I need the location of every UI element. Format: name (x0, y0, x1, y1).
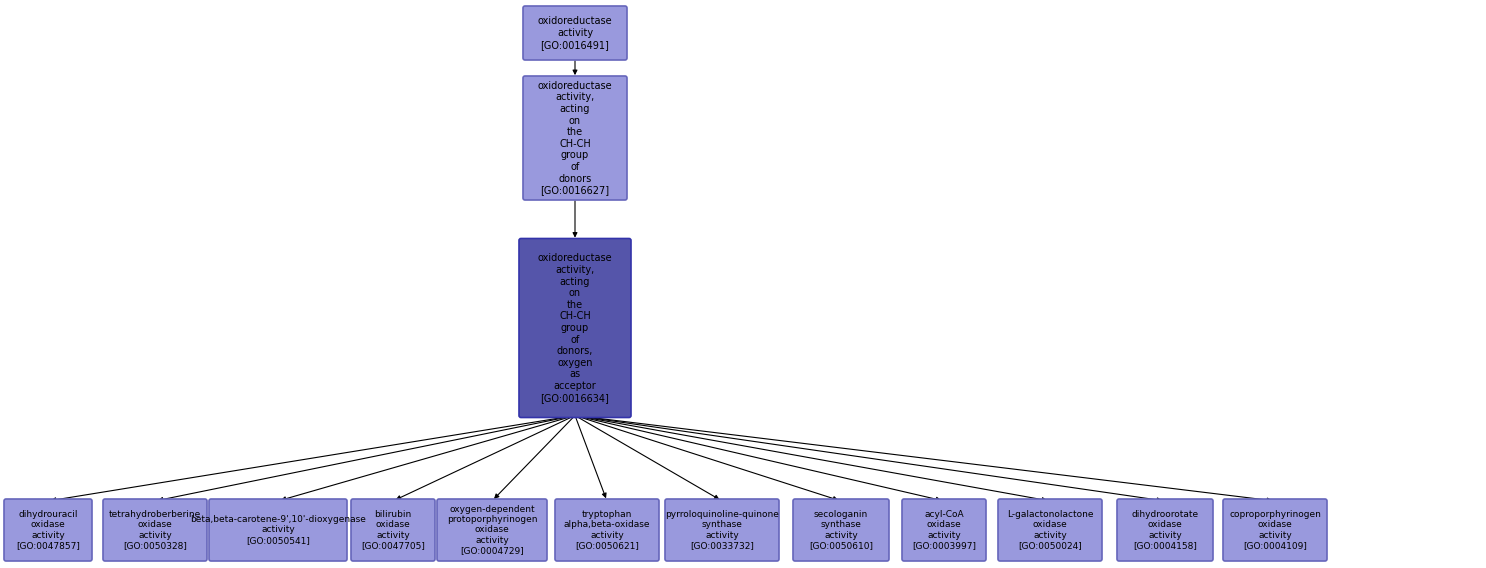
Text: dihydrouracil
oxidase
activity
[GO:0047857]: dihydrouracil oxidase activity [GO:00478… (16, 510, 80, 550)
Text: L-galactonolactone
oxidase
activity
[GO:0050024]: L-galactonolactone oxidase activity [GO:… (1006, 510, 1094, 550)
Text: secologanin
synthase
activity
[GO:0050610]: secologanin synthase activity [GO:005061… (808, 510, 872, 550)
Text: beta,beta-carotene-9',10'-dioxygenase
activity
[GO:0050541]: beta,beta-carotene-9',10'-dioxygenase ac… (190, 515, 366, 545)
FancyBboxPatch shape (1223, 499, 1327, 561)
Text: oxidoreductase
activity,
acting
on
the
CH-CH
group
of
donors,
oxygen
as
acceptor: oxidoreductase activity, acting on the C… (538, 253, 612, 403)
Text: coproporphyrinogen
oxidase
activity
[GO:0004109]: coproporphyrinogen oxidase activity [GO:… (1229, 510, 1321, 550)
FancyBboxPatch shape (902, 499, 987, 561)
FancyBboxPatch shape (519, 239, 632, 417)
Text: pyrroloquinoline-quinone
synthase
activity
[GO:0033732]: pyrroloquinoline-quinone synthase activi… (666, 510, 779, 550)
FancyBboxPatch shape (437, 499, 547, 561)
Text: tryptophan
alpha,beta-oxidase
activity
[GO:0050621]: tryptophan alpha,beta-oxidase activity [… (563, 510, 651, 550)
Text: oxidoreductase
activity,
acting
on
the
CH-CH
group
of
donors
[GO:0016627]: oxidoreductase activity, acting on the C… (538, 81, 612, 195)
FancyBboxPatch shape (999, 499, 1103, 561)
FancyBboxPatch shape (103, 499, 207, 561)
FancyBboxPatch shape (351, 499, 435, 561)
FancyBboxPatch shape (523, 6, 627, 60)
Text: oxidoreductase
activity
[GO:0016491]: oxidoreductase activity [GO:0016491] (538, 16, 612, 49)
FancyBboxPatch shape (1117, 499, 1213, 561)
FancyBboxPatch shape (554, 499, 658, 561)
FancyBboxPatch shape (4, 499, 92, 561)
FancyBboxPatch shape (666, 499, 779, 561)
FancyBboxPatch shape (523, 76, 627, 200)
Text: tetrahydroberberine
oxidase
activity
[GO:0050328]: tetrahydroberberine oxidase activity [GO… (108, 510, 201, 550)
FancyBboxPatch shape (210, 499, 348, 561)
Text: bilirubin
oxidase
activity
[GO:0047705]: bilirubin oxidase activity [GO:0047705] (361, 510, 425, 550)
Text: dihydroorotate
oxidase
activity
[GO:0004158]: dihydroorotate oxidase activity [GO:0004… (1131, 510, 1199, 550)
FancyBboxPatch shape (794, 499, 889, 561)
Text: oxygen-dependent
protoporphyrinogen
oxidase
activity
[GO:0004729]: oxygen-dependent protoporphyrinogen oxid… (447, 505, 538, 556)
Text: acyl-CoA
oxidase
activity
[GO:0003997]: acyl-CoA oxidase activity [GO:0003997] (912, 510, 976, 550)
